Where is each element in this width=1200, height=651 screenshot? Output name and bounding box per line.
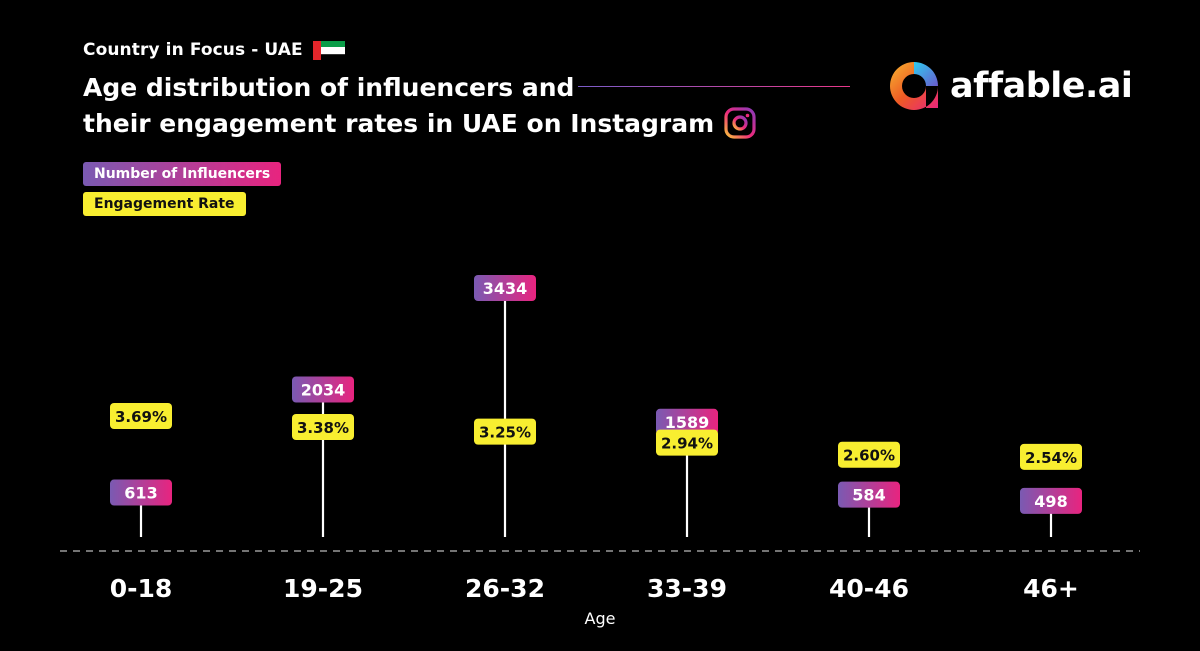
- flag-green-band: [320, 40, 345, 47]
- uae-flag-icon: [312, 40, 345, 60]
- influencer-label-19-25: 2034: [301, 381, 346, 400]
- influencer-box-33-39: [656, 408, 718, 435]
- x-axis-title: Age: [584, 609, 616, 628]
- engagement-label-33-39: 2.94%: [661, 435, 713, 453]
- chart-title-line-2-text: their engagement rates in UAE on Instagr…: [83, 109, 715, 138]
- influencer-label-46+: 498: [1034, 492, 1067, 511]
- influencer-label-26-32: 3434: [483, 279, 528, 298]
- affable-logo-icon: [890, 62, 938, 110]
- x-tick-label-19-25: 19-25: [283, 574, 363, 603]
- influencer-box-40-46: [838, 481, 900, 508]
- chart-title-line-1: Age distribution of influencers and: [83, 73, 575, 102]
- x-tick-label-40-46: 40-46: [829, 574, 909, 603]
- engagement-label-26-32: 3.25%: [479, 424, 531, 442]
- influencer-label-33-39: 1589: [665, 413, 710, 432]
- influencer-label-0-18: 613: [124, 484, 157, 503]
- influencer-box-0-18: [110, 479, 172, 506]
- chart-legend: Number of Influencers Engagement Rate: [83, 162, 282, 222]
- country-focus-heading: Country in Focus - UAE: [83, 40, 345, 60]
- flag-red-band: [312, 40, 321, 60]
- engagement-label-40-46: 2.60%: [843, 447, 895, 465]
- instagram-icon: [724, 107, 756, 139]
- legend-item-engagement: Engagement Rate: [83, 192, 246, 216]
- chart-title-line-2: their engagement rates in UAE on Instagr…: [83, 106, 756, 142]
- brand-name: affable.ai: [950, 66, 1133, 106]
- x-tick-label-46+: 46+: [1023, 574, 1079, 603]
- legend-item-influencers: Number of Influencers: [83, 162, 282, 186]
- engagement-box-26-32: [474, 418, 536, 445]
- influencer-box-26-32: [474, 275, 536, 301]
- engagement-box-0-18: [110, 403, 172, 430]
- flag-black-band: [320, 53, 345, 60]
- engagement-box-19-25: [292, 414, 354, 441]
- engagement-label-46+: 2.54%: [1025, 449, 1077, 467]
- x-tick-label-33-39: 33-39: [647, 574, 727, 603]
- x-tick-label-26-32: 26-32: [465, 574, 545, 603]
- flag-white-band: [320, 46, 345, 54]
- influencer-label-40-46: 584: [852, 486, 885, 505]
- brand-logo[interactable]: affable.ai: [886, 58, 1133, 114]
- engagement-box-40-46: [838, 441, 900, 468]
- engagement-label-0-18: 3.69%: [115, 408, 167, 426]
- influencer-box-19-25: [292, 376, 354, 403]
- x-tick-label-0-18: 0-18: [110, 574, 173, 603]
- engagement-label-19-25: 3.38%: [297, 419, 349, 437]
- influencer-box-46+: [1020, 487, 1082, 514]
- header-divider: [578, 86, 850, 87]
- engagement-box-33-39: [656, 429, 718, 456]
- country-focus-label: Country in Focus - UAE: [83, 40, 303, 60]
- engagement-box-46+: [1020, 443, 1082, 470]
- chart-title: Age distribution of influencers and thei…: [83, 70, 756, 142]
